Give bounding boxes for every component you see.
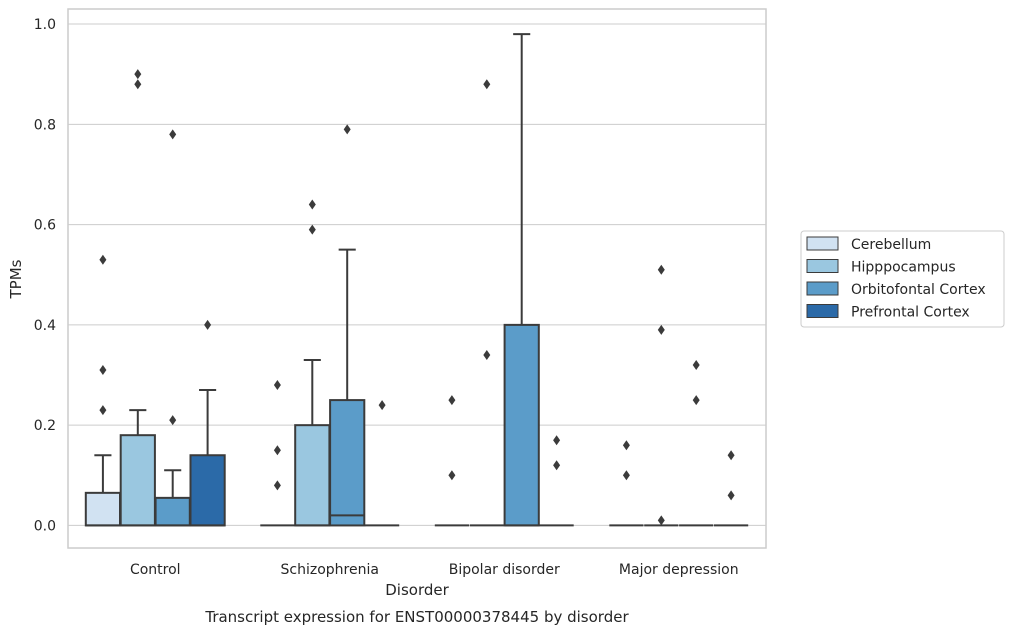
box-group — [189, 319, 226, 527]
legend-swatch — [806, 236, 839, 251]
outlier-point — [169, 415, 177, 426]
box — [189, 454, 226, 527]
legend-label: Orbitofontal Cortex — [851, 282, 986, 298]
box — [84, 491, 122, 527]
y-tick-label: 0.2 — [34, 418, 56, 434]
outlier-point — [99, 365, 107, 376]
box-group — [609, 440, 644, 527]
box-group — [469, 79, 504, 527]
outlier-point — [657, 264, 665, 275]
box — [154, 496, 191, 527]
outlier-point — [134, 69, 142, 80]
x-axis-label: Disorder — [385, 581, 449, 599]
x-tick-labels: Control Schizophrenia Bipolar disorder Majo… — [130, 562, 739, 578]
box-group — [644, 264, 679, 527]
box-group — [713, 450, 749, 527]
box-group — [364, 400, 400, 527]
legend: Cerebellum Hipppocampus Orbitofontal Corte… — [800, 230, 1005, 328]
y-tick-labels: 0.0 0.2 0.4 0.6 0.8 1.0 — [34, 17, 56, 534]
outlier-point — [99, 254, 107, 265]
outlier-point — [483, 349, 491, 360]
y-tick-label: 0.4 — [34, 318, 56, 334]
x-tick-label: Schizophrenia — [281, 562, 379, 578]
outlier-point — [622, 440, 630, 451]
legend-swatch — [806, 304, 839, 318]
box-layer — [84, 33, 749, 527]
outlier-point — [657, 324, 665, 335]
y-tick-label: 0.0 — [34, 518, 56, 534]
legend-frame — [800, 230, 1005, 328]
outlier-point — [378, 400, 386, 411]
outlier-point — [657, 515, 665, 526]
box-group — [119, 69, 156, 527]
grid-layer — [68, 23, 766, 526]
outlier-point — [134, 79, 142, 90]
y-axis-label: TPMs — [7, 259, 25, 299]
box-group — [260, 380, 295, 527]
box-group — [294, 199, 331, 527]
y-tick-label: 0.8 — [34, 117, 56, 133]
y-tick-label: 1.0 — [34, 17, 56, 33]
legend-label: Prefrontal Cortex — [851, 305, 970, 321]
outlier-point — [553, 435, 561, 446]
box-group — [84, 254, 122, 527]
outlier-point — [448, 395, 456, 406]
outlier-point — [99, 405, 107, 416]
outlier-point — [308, 224, 316, 235]
outlier-point — [273, 445, 281, 456]
outlier-point — [169, 129, 177, 140]
outlier-point — [622, 470, 630, 481]
box — [119, 434, 156, 527]
outlier-point — [553, 460, 561, 471]
box-group — [679, 359, 714, 527]
box-group — [329, 124, 366, 527]
outlier-point — [273, 480, 281, 491]
legend-entries: Cerebellum Hipppocampus Orbitofontal Corte… — [806, 236, 986, 321]
box — [294, 424, 331, 527]
box — [329, 399, 366, 527]
box-group — [434, 395, 470, 527]
x-tick-label: Bipolar disorder — [449, 562, 560, 578]
y-tick-label: 0.6 — [34, 218, 56, 234]
outlier-point — [204, 319, 212, 330]
legend-label: Hipppocampus — [851, 260, 956, 276]
plot-frame — [67, 8, 767, 549]
outlier-point — [727, 450, 735, 461]
outlier-point — [448, 470, 456, 481]
box-group — [154, 129, 191, 527]
outlier-point — [727, 490, 735, 501]
outlier-point — [692, 359, 700, 370]
x-tick-label: Major depression — [619, 562, 739, 578]
outlier-point — [273, 380, 281, 391]
chart-caption: Transcript expression for ENST0000037844… — [204, 608, 629, 626]
legend-swatch — [806, 259, 839, 273]
box — [503, 323, 540, 527]
outlier-point — [483, 79, 491, 90]
outlier-point — [692, 395, 700, 406]
x-tick-label: Control — [130, 562, 181, 578]
box-group — [503, 33, 540, 527]
outlier-point — [343, 124, 351, 135]
legend-swatch — [806, 281, 839, 296]
legend-label: Cerebellum — [851, 237, 931, 253]
outlier-point — [308, 199, 316, 210]
box-group — [539, 435, 574, 527]
